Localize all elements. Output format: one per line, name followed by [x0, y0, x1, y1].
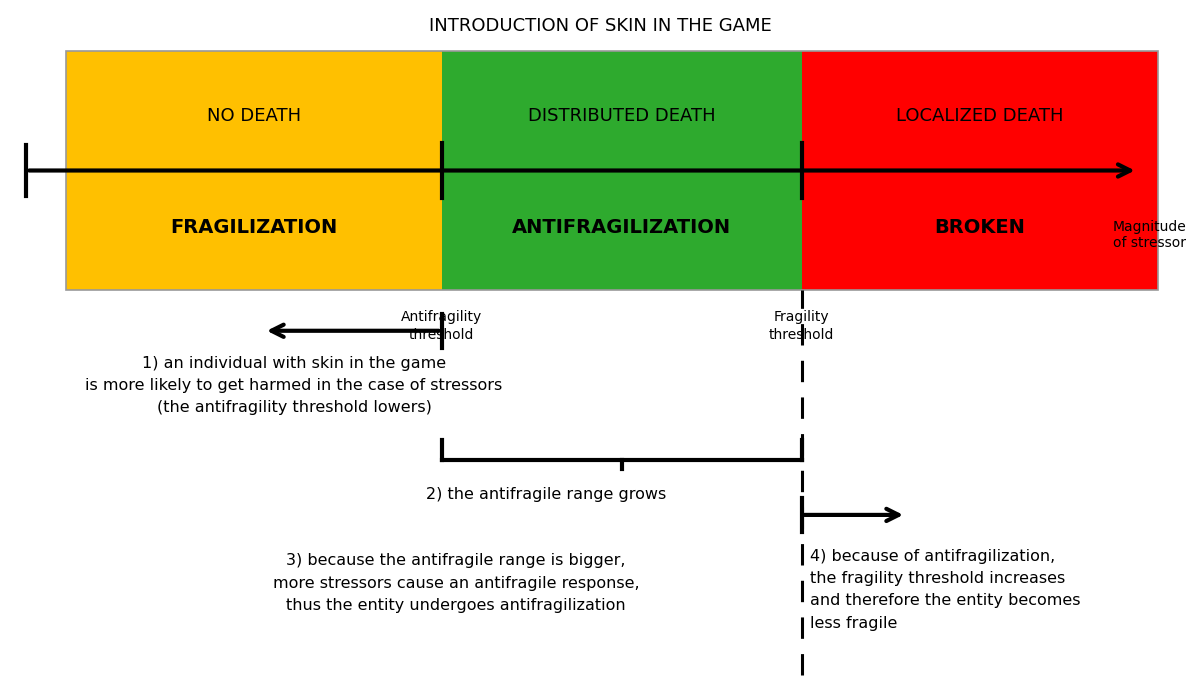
Text: Fragility
threshold: Fragility threshold: [769, 310, 834, 342]
Bar: [66, 51, 442, 290]
Text: FRAGILIZATION: FRAGILIZATION: [170, 218, 337, 237]
Text: 4) because of antifragilization,
the fragility threshold increases
and therefore: 4) because of antifragilization, the fra…: [810, 549, 1080, 631]
Bar: [802, 51, 1158, 290]
Bar: [66, 51, 1158, 290]
Text: Magnitude
of stressor: Magnitude of stressor: [1112, 220, 1187, 250]
Text: LOCALIZED DEATH: LOCALIZED DEATH: [896, 106, 1063, 125]
Text: DISTRIBUTED DEATH: DISTRIBUTED DEATH: [528, 106, 715, 125]
Text: NO DEATH: NO DEATH: [206, 106, 301, 125]
Text: INTRODUCTION OF SKIN IN THE GAME: INTRODUCTION OF SKIN IN THE GAME: [428, 17, 772, 35]
Text: 1) an individual with skin in the game
is more likely to get harmed in the case : 1) an individual with skin in the game i…: [85, 355, 503, 415]
Text: BROKEN: BROKEN: [935, 218, 1025, 237]
Text: 3) because the antifragile range is bigger,
more stressors cause an antifragile : 3) because the antifragile range is bigg…: [272, 553, 640, 613]
Text: ANTIFRAGILIZATION: ANTIFRAGILIZATION: [512, 218, 731, 237]
Text: Antifragility
threshold: Antifragility threshold: [401, 310, 482, 342]
Bar: [442, 51, 802, 290]
Text: 2) the antifragile range grows: 2) the antifragile range grows: [426, 487, 666, 502]
